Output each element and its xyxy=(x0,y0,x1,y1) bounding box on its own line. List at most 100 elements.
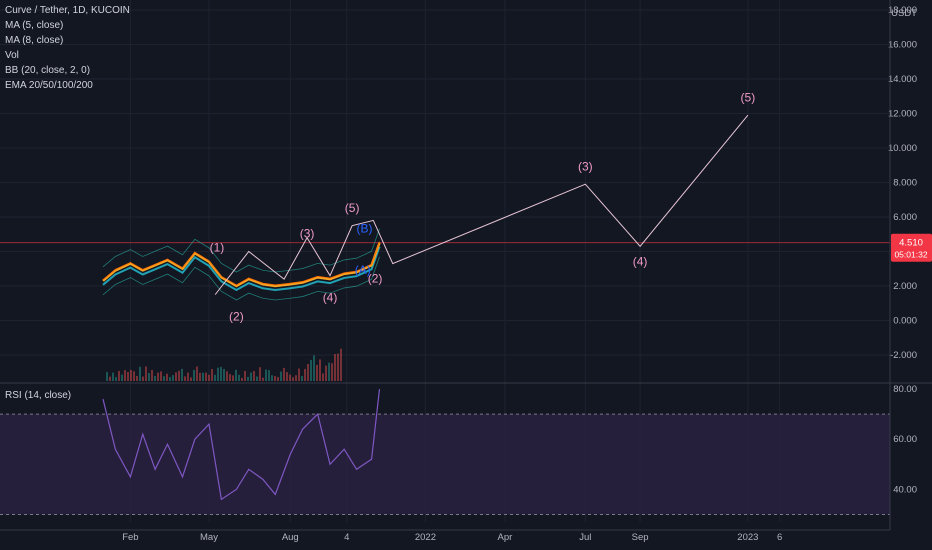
volume-bar xyxy=(331,363,333,381)
volume-bar xyxy=(199,372,201,381)
volume-bar xyxy=(175,372,177,381)
volume-bar xyxy=(295,375,297,381)
volume-bar xyxy=(265,369,267,381)
legend-ema[interactable]: EMA 20/50/100/200 xyxy=(5,80,93,91)
time-tick-label: 2022 xyxy=(415,532,436,543)
volume-bar xyxy=(154,375,156,381)
volume-bar xyxy=(148,372,150,381)
price-tick-label: 16.000 xyxy=(888,40,917,51)
volume-bar xyxy=(253,370,255,381)
rsi-legend[interactable]: RSI (14, close) xyxy=(5,390,72,401)
volume-bar xyxy=(277,377,279,381)
volume-bar xyxy=(196,366,198,381)
volume-bar xyxy=(307,363,309,381)
legend-vol[interactable]: Vol xyxy=(5,50,19,61)
legend-ma8[interactable]: MA (8, close) xyxy=(5,35,64,46)
time-tick-label: Apr xyxy=(498,532,513,543)
price-tick-label: 14.000 xyxy=(888,74,917,85)
volume-bar xyxy=(208,374,210,381)
volume-bar xyxy=(166,373,168,381)
price-tick-label: 12.000 xyxy=(888,109,917,120)
price-tick-label: -2.000 xyxy=(890,350,917,361)
volume-bar xyxy=(115,377,117,381)
volume-bar xyxy=(262,377,264,381)
time-tick-label: 6 xyxy=(777,532,782,543)
volume-bar xyxy=(190,377,192,381)
volume-bar xyxy=(325,365,327,381)
chart-legend: Curve / Tether, 1D, KUCOIN MA (5, close)… xyxy=(5,3,130,93)
volume-bar xyxy=(193,369,195,381)
volume-bar xyxy=(322,373,324,381)
rsi-line xyxy=(102,388,381,501)
ema-line xyxy=(102,246,381,292)
volume-bar xyxy=(241,377,243,381)
volume-bar xyxy=(160,371,162,381)
volume-bar xyxy=(124,370,126,381)
abc-label: (A) xyxy=(355,263,371,277)
volume-bar xyxy=(226,371,228,381)
volume-bar xyxy=(142,376,144,381)
price-tick-label: 2.000 xyxy=(893,281,917,292)
volume-bar xyxy=(340,348,342,381)
wave-label: (4) xyxy=(633,254,648,268)
volume-bar xyxy=(238,374,240,381)
volume-bar xyxy=(316,364,318,381)
time-tick-label: 4 xyxy=(344,532,349,543)
symbol-title[interactable]: Curve / Tether, 1D, KUCOIN xyxy=(5,5,130,16)
price-series xyxy=(102,228,381,381)
volume-bar xyxy=(244,370,246,381)
volume-bar xyxy=(184,376,186,381)
ma5-line xyxy=(102,242,381,288)
volume-bar xyxy=(127,372,129,381)
volume-bar xyxy=(313,355,315,381)
volume-bar xyxy=(250,372,252,381)
volume-bar xyxy=(286,372,288,381)
volume-bar xyxy=(280,371,282,381)
volume-bar xyxy=(169,377,171,381)
volume-bar xyxy=(319,359,321,381)
volume-bar xyxy=(259,367,261,381)
legend-bb[interactable]: BB (20, close, 2, 0) xyxy=(5,65,91,76)
time-tick-label: May xyxy=(200,532,218,543)
volume-bar xyxy=(205,372,207,381)
volume-bar xyxy=(130,369,132,381)
time-tick-label: 2023 xyxy=(737,532,758,543)
volume-bar xyxy=(289,374,291,381)
wave-label: (3) xyxy=(300,227,315,241)
volume-bar xyxy=(151,369,153,381)
volume-bar xyxy=(310,359,312,381)
volume-bar xyxy=(118,370,120,381)
volume-bar xyxy=(217,367,219,381)
volume-bar xyxy=(136,375,138,381)
volume-bar xyxy=(256,376,258,381)
volume-bar xyxy=(229,374,231,381)
volume-bar xyxy=(121,374,123,381)
price-tick-label: 0.000 xyxy=(893,316,917,327)
legend-ma5[interactable]: MA (5, close) xyxy=(5,20,64,31)
volume-bar xyxy=(283,367,285,381)
volume-bar xyxy=(304,368,306,381)
volume-bar xyxy=(211,369,213,381)
volume-bar xyxy=(220,366,222,381)
wave-label: (5) xyxy=(741,90,756,104)
volume-bar xyxy=(145,366,147,381)
price-badge-value: 4.510 xyxy=(899,238,923,249)
volume-bar xyxy=(271,375,273,381)
wave-path xyxy=(214,114,749,295)
volume-bar xyxy=(106,372,108,381)
abc-label: (B) xyxy=(356,222,372,236)
time-tick-label: Aug xyxy=(282,532,299,543)
volume-bar xyxy=(235,369,237,381)
time-tick-label: Jul xyxy=(579,532,591,543)
rsi-guide-lines xyxy=(0,413,890,515)
wave-label: (1) xyxy=(210,241,225,255)
rsi-band xyxy=(0,414,890,515)
volume-bar xyxy=(268,370,270,381)
volume-bar xyxy=(181,368,183,381)
volume-bar xyxy=(328,362,330,381)
rsi-series xyxy=(102,388,381,501)
volume-bar xyxy=(139,366,141,381)
